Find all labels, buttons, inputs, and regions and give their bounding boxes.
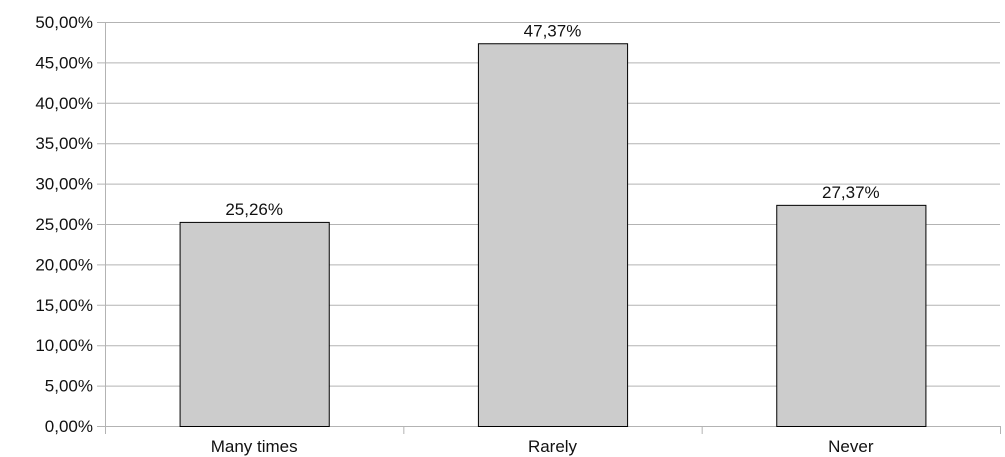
category-label: Never: [828, 437, 874, 456]
y-tick-label: 20,00%: [35, 255, 93, 274]
y-tick-label: 10,00%: [35, 336, 93, 355]
data-label: 27,37%: [822, 183, 880, 202]
category-label: Many times: [211, 437, 298, 456]
bars: [179, 43, 927, 428]
bar: [477, 43, 629, 428]
data-label: 25,26%: [225, 200, 283, 219]
y-tick-label: 5,00%: [45, 377, 93, 396]
data-label: 47,37%: [524, 21, 582, 40]
y-tick-label: 0,00%: [45, 417, 93, 436]
y-tick-label: 15,00%: [35, 296, 93, 315]
y-tick-label: 50,00%: [35, 13, 93, 32]
y-tick-label: 35,00%: [35, 134, 93, 153]
y-tick-label: 25,00%: [35, 215, 93, 234]
y-tick-label: 45,00%: [35, 53, 93, 72]
data-labels: 25,26% 47,37% 27,37%: [225, 21, 879, 219]
category-label: Rarely: [528, 437, 578, 456]
y-axis: 0,00% 5,00% 10,00% 15,00% 20,00% 25,00% 30,00%…: [35, 13, 106, 436]
bar: [776, 204, 927, 427]
y-tick-label: 30,00%: [35, 175, 93, 194]
bar: [179, 221, 330, 427]
y-tick-label: 40,00%: [35, 94, 93, 113]
x-axis: Many times Rarely Never: [105, 426, 1001, 456]
